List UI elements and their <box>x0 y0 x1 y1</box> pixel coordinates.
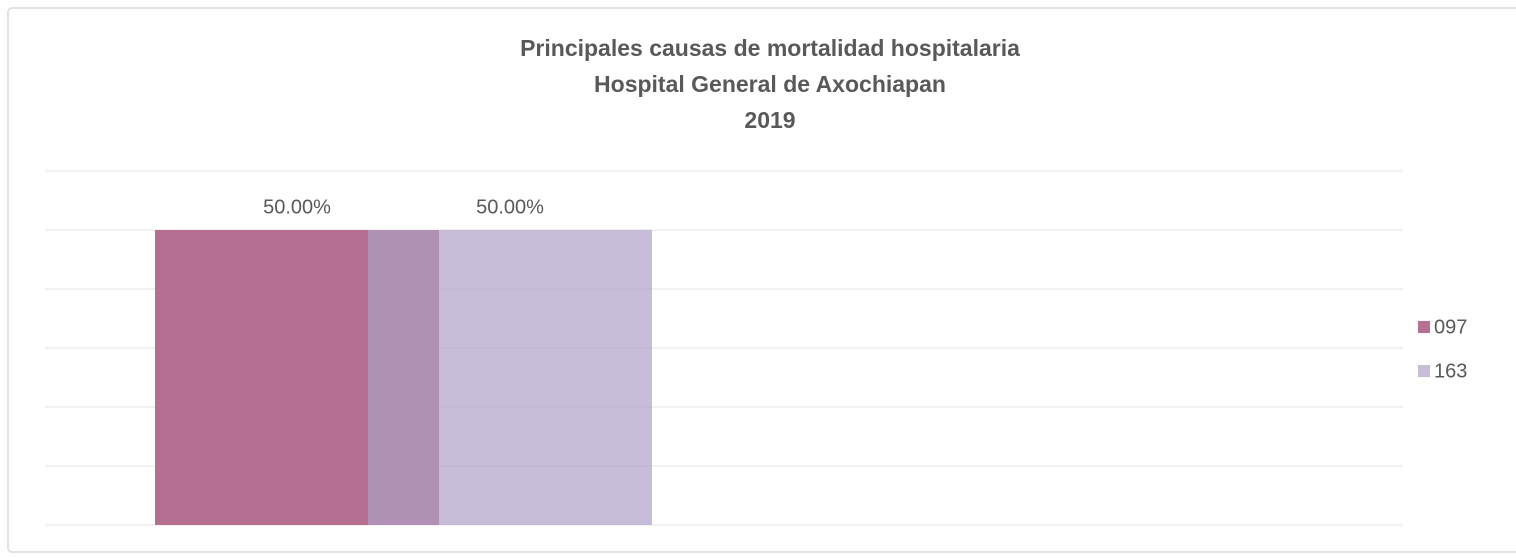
chart-title: 2019 <box>744 107 795 133</box>
legend-label: 163 <box>1434 360 1467 382</box>
data-label: 50.00% <box>263 196 331 218</box>
legend-label: 097 <box>1434 316 1467 338</box>
chart-title: Hospital General de Axochiapan <box>594 71 946 97</box>
chart-title: Principales causas de mortalidad hospita… <box>520 35 1020 61</box>
legend-swatch <box>1418 365 1430 377</box>
bar <box>368 230 652 525</box>
legend-swatch <box>1418 321 1430 333</box>
data-label: 50.00% <box>476 196 544 218</box>
